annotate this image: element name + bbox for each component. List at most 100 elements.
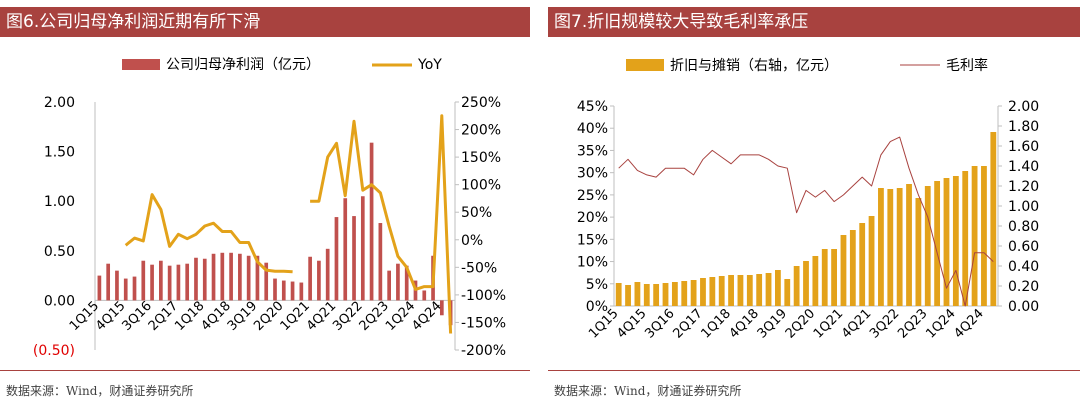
depreciation-bar bbox=[840, 235, 847, 306]
depreciation-bar bbox=[990, 132, 997, 306]
depreciation-bar bbox=[634, 282, 641, 306]
x-tick-label: 2Q23 bbox=[895, 306, 930, 341]
right-y-tick-label: 0.40 bbox=[1008, 259, 1039, 275]
figure-6-legend: 公司归母净利润（亿元） YoY bbox=[122, 56, 442, 73]
depreciation-bar bbox=[849, 230, 856, 306]
legend-label-gross-margin: 毛利率 bbox=[946, 57, 988, 74]
right-y-tick-label: 50% bbox=[461, 205, 492, 221]
right-y-tick-label: -50% bbox=[461, 260, 497, 276]
right-y-tick-label: 0.20 bbox=[1008, 279, 1039, 295]
x-tick-label: 4Q24 bbox=[951, 306, 986, 341]
x-tick-label: 2Q23 bbox=[357, 299, 392, 334]
net-profit-bar bbox=[185, 263, 190, 301]
left-y-tick-label: 5% bbox=[586, 277, 608, 293]
net-profit-bar bbox=[387, 270, 391, 301]
figure-6-chart: 公司归母净利润（亿元） YoY 2.00 1.50 1.00 0.50 0.00 (0.50)… bbox=[33, 56, 506, 359]
x-tick-label: 1Q21 bbox=[278, 299, 313, 334]
x-tick-label: 3Q16 bbox=[120, 299, 155, 334]
legend-swatch-depreciation bbox=[626, 59, 664, 71]
right-y-tick-label: 1.80 bbox=[1008, 119, 1039, 135]
left-y-tick-label: 45% bbox=[577, 99, 608, 115]
net-profit-bar bbox=[220, 252, 225, 301]
figure-6-source: 数据来源：Wind，财通证券研究所 bbox=[6, 384, 194, 398]
depreciation-bar bbox=[831, 249, 838, 306]
left-y-tick-label: 10% bbox=[577, 255, 608, 271]
left-y-tick-label: 0% bbox=[586, 299, 608, 315]
x-tick-label: 4Q21 bbox=[304, 299, 339, 334]
left-y-tick-label: 25% bbox=[577, 188, 608, 204]
x-tick-label: 4Q15 bbox=[93, 299, 128, 334]
depreciation-bar bbox=[981, 166, 987, 306]
depreciation-bar bbox=[746, 275, 753, 306]
right-y-tick-label: 0.00 bbox=[1008, 299, 1039, 315]
x-tick-label: 1Q18 bbox=[699, 306, 734, 341]
net-profit-bar bbox=[246, 255, 251, 301]
depreciation-bar bbox=[943, 178, 950, 306]
x-tick-label: 3Q19 bbox=[225, 299, 260, 334]
depreciation-bar bbox=[934, 181, 941, 306]
depreciation-bar bbox=[803, 261, 809, 306]
x-tick-label: 4Q21 bbox=[839, 306, 874, 341]
net-profit-bar bbox=[396, 263, 400, 301]
left-y-tick-label: 2.00 bbox=[44, 95, 75, 111]
x-tick-label: 3Q22 bbox=[867, 306, 902, 341]
depreciation-bar bbox=[728, 275, 734, 306]
figure-7-source-divider bbox=[548, 370, 1080, 371]
net-profit-bar bbox=[378, 223, 383, 301]
right-y-tick-label: -150% bbox=[461, 315, 506, 331]
net-profit-bar bbox=[97, 275, 102, 301]
left-y-tick-label: 40% bbox=[577, 121, 608, 137]
depreciation-bar bbox=[906, 184, 912, 306]
net-profit-bar bbox=[176, 264, 181, 301]
depreciation-bar bbox=[718, 276, 725, 306]
depreciation-bar bbox=[709, 277, 716, 306]
depreciation-bar bbox=[971, 166, 978, 306]
x-tick-label: 1Q18 bbox=[172, 299, 207, 334]
x-tick-label: 2Q17 bbox=[146, 299, 181, 334]
left-y-tick-label: 0.50 bbox=[44, 244, 75, 260]
left-y-tick-label: 15% bbox=[577, 232, 608, 248]
net-profit-bar bbox=[308, 256, 312, 301]
depreciation-bar bbox=[774, 270, 781, 306]
net-profit-bar bbox=[150, 264, 154, 301]
net-profit-bar bbox=[273, 278, 277, 301]
left-y-tick-label: 0.00 bbox=[44, 293, 75, 309]
right-y-tick-label: 0.80 bbox=[1008, 219, 1039, 235]
depreciation-bar bbox=[915, 198, 922, 306]
left-y-tick-label: 30% bbox=[577, 166, 608, 182]
net-profit-bar bbox=[325, 248, 330, 301]
net-profit-bar bbox=[159, 260, 163, 301]
x-tick-label: 3Q16 bbox=[642, 306, 677, 341]
depreciation-bar bbox=[625, 285, 631, 306]
left-y-tick-label: 1.00 bbox=[44, 194, 75, 210]
net-profit-bar bbox=[141, 260, 146, 301]
figure-6-source-divider bbox=[0, 370, 530, 371]
x-tick-label: 4Q15 bbox=[614, 306, 649, 341]
depreciation-bar bbox=[784, 279, 791, 306]
gross-margin-line bbox=[618, 136, 994, 307]
net-profit-bar bbox=[352, 216, 356, 301]
right-y-tick-label: 1.00 bbox=[1008, 199, 1039, 215]
net-profit-bar bbox=[229, 252, 233, 301]
right-y-tick-label: -200% bbox=[461, 343, 506, 359]
net-profit-bar bbox=[290, 281, 295, 301]
depreciation-bar bbox=[681, 281, 688, 306]
left-y-tick-label: 35% bbox=[577, 143, 608, 159]
x-tick-label: 3Q19 bbox=[755, 306, 790, 341]
right-y-tick-label: 250% bbox=[461, 95, 501, 111]
net-profit-bar bbox=[299, 282, 304, 301]
right-y-tick-label: -100% bbox=[461, 288, 506, 304]
depreciation-bar bbox=[615, 283, 622, 306]
net-profit-bar bbox=[132, 276, 137, 301]
depreciation-bar bbox=[737, 275, 744, 306]
net-profit-bar bbox=[369, 142, 374, 301]
net-profit-bar bbox=[334, 217, 339, 301]
right-y-tick-label: 100% bbox=[461, 178, 501, 194]
figure-7-source: 数据来源：Wind，财通证券研究所 bbox=[554, 384, 742, 398]
net-profit-bar bbox=[343, 198, 348, 301]
depreciation-bar bbox=[887, 189, 894, 306]
depreciation-bar bbox=[700, 278, 706, 306]
x-tick-label: 2Q17 bbox=[670, 306, 705, 341]
net-profit-bar bbox=[123, 278, 128, 301]
x-tick-label: 1Q21 bbox=[811, 306, 846, 341]
